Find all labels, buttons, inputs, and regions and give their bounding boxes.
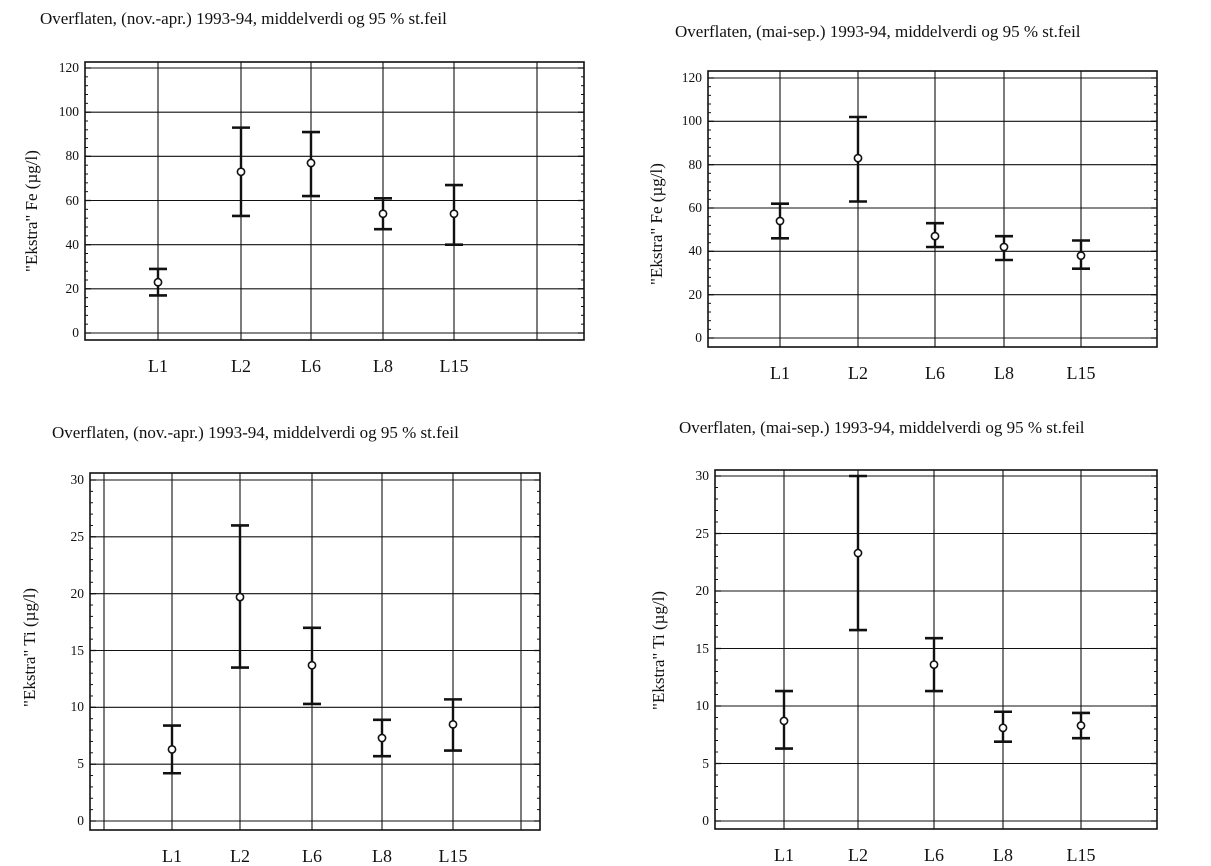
y-tick-label: 0 bbox=[702, 813, 709, 828]
y-tick-label: 20 bbox=[70, 585, 85, 601]
y-tick-label: 10 bbox=[695, 698, 710, 713]
y-tick-label: 40 bbox=[688, 243, 703, 259]
mean-point bbox=[236, 167, 246, 177]
y-tick-label: 120 bbox=[681, 70, 702, 85]
x-tick-label: L2 bbox=[848, 845, 868, 865]
x-tick-label: L6 bbox=[925, 363, 945, 383]
mean-point bbox=[929, 660, 939, 669]
x-tick-label: L2 bbox=[230, 846, 250, 866]
mean-point bbox=[235, 592, 245, 602]
chart-title: Overflaten, (nov.-apr.) 1993-94, middelv… bbox=[52, 423, 459, 442]
mean-point bbox=[853, 153, 863, 163]
chart-title: Overflaten, (nov.-apr.) 1993-94, middelv… bbox=[40, 9, 447, 28]
mean-point bbox=[306, 158, 316, 168]
y-tick-label: 15 bbox=[695, 640, 710, 656]
x-tick-label: L1 bbox=[770, 363, 790, 383]
y-tick-label: 15 bbox=[70, 642, 85, 658]
mean-point bbox=[999, 242, 1009, 252]
y-tick-label: 0 bbox=[72, 325, 79, 340]
mean-point bbox=[167, 744, 177, 754]
chart-title: Overflaten, (mai-sep.) 1993-94, middelve… bbox=[679, 418, 1085, 437]
y-tick-label: 30 bbox=[695, 468, 710, 483]
x-tick-label: L1 bbox=[774, 845, 794, 865]
mean-point bbox=[448, 719, 458, 729]
mean-point bbox=[853, 548, 863, 558]
x-tick-label: L1 bbox=[148, 356, 168, 376]
plot-frame bbox=[714, 469, 1158, 830]
mean-point bbox=[307, 660, 317, 670]
y-tick-label: 10 bbox=[70, 699, 85, 715]
mean-point bbox=[378, 209, 388, 219]
x-tick-label: L1 bbox=[162, 846, 182, 866]
mean-point bbox=[1076, 251, 1086, 261]
x-tick-label: L15 bbox=[439, 356, 469, 376]
mean-point bbox=[775, 216, 785, 226]
y-tick-label: 0 bbox=[695, 330, 702, 345]
mean-point bbox=[449, 209, 459, 219]
x-tick-label: L15 bbox=[1066, 363, 1096, 383]
y-tick-label: 120 bbox=[58, 60, 79, 75]
y-tick-label: 20 bbox=[688, 286, 703, 302]
x-tick-label: L6 bbox=[301, 356, 321, 376]
y-tick-label: 60 bbox=[65, 192, 80, 208]
x-tick-label: L8 bbox=[994, 363, 1014, 383]
y-tick-label: 30 bbox=[70, 472, 85, 487]
y-tick-label: 5 bbox=[702, 755, 709, 771]
chart-panel-ti-winter: Overflaten, (nov.-apr.) 1993-94, middelv… bbox=[0, 395, 600, 865]
plot-area bbox=[707, 70, 1158, 348]
y-tick-label: 40 bbox=[65, 236, 80, 252]
y-tick-label: 60 bbox=[688, 200, 703, 215]
y-tick-label: 100 bbox=[58, 104, 79, 120]
x-tick-label: L6 bbox=[924, 845, 944, 865]
y-tick-label: 0 bbox=[77, 813, 84, 828]
x-tick-label: L15 bbox=[438, 846, 468, 866]
chart-title: Overflaten, (mai-sep.) 1993-94, middelve… bbox=[675, 22, 1081, 41]
y-tick-label: 80 bbox=[65, 148, 80, 164]
x-tick-label: L8 bbox=[373, 356, 393, 376]
x-tick-label: L15 bbox=[1066, 845, 1096, 865]
mean-point bbox=[779, 716, 789, 726]
mean-point bbox=[377, 733, 387, 743]
y-tick-label: 5 bbox=[77, 756, 84, 772]
x-tick-label: L8 bbox=[372, 846, 392, 866]
plot-area bbox=[84, 61, 585, 341]
x-tick-label: L8 bbox=[993, 845, 1013, 865]
mean-point bbox=[930, 231, 940, 241]
mean-point bbox=[153, 277, 163, 287]
y-tick-label: 80 bbox=[688, 156, 703, 172]
plot-area bbox=[89, 472, 541, 831]
plot-frame bbox=[89, 472, 541, 831]
y-tick-label: 20 bbox=[65, 280, 80, 296]
y-tick-label: 20 bbox=[695, 583, 710, 598]
y-tick-label: 25 bbox=[70, 528, 85, 544]
x-tick-label: L6 bbox=[302, 846, 322, 866]
mean-point bbox=[1076, 721, 1086, 730]
y-tick-label: 25 bbox=[695, 525, 710, 541]
x-tick-label: L2 bbox=[848, 363, 868, 383]
plot-frame bbox=[707, 70, 1158, 348]
chart-panel-fe-winter: Overflaten, (nov.-apr.) 1993-94, middelv… bbox=[0, 0, 600, 390]
chart-panel-fe-summer: Overflaten, (mai-sep.) 1993-94, middelve… bbox=[605, 0, 1211, 390]
mean-point bbox=[998, 723, 1008, 733]
x-tick-label: L2 bbox=[231, 356, 251, 376]
chart-panel-ti-summer: Overflaten, (mai-sep.) 1993-94, middelve… bbox=[605, 395, 1211, 864]
y-tick-label: 100 bbox=[681, 113, 702, 129]
